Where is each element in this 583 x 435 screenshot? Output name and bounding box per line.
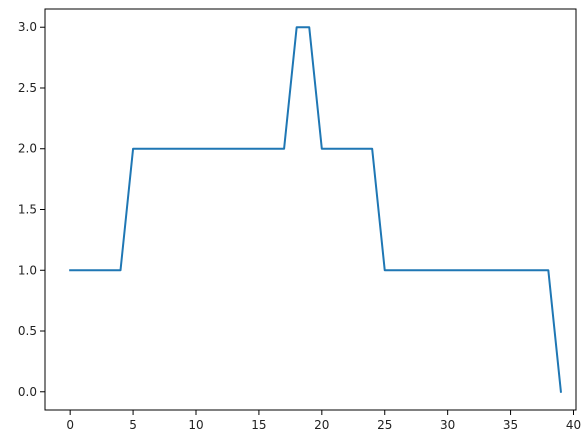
y-tick-label: 0.5 — [18, 324, 37, 338]
x-tick-label: 40 — [566, 418, 581, 432]
y-tick-label: 2.5 — [18, 81, 37, 95]
x-tick-label: 5 — [129, 418, 137, 432]
axes-border — [44, 8, 577, 411]
x-tick-label: 20 — [314, 418, 329, 432]
x-tick-label: 35 — [503, 418, 518, 432]
series-layer — [69, 26, 562, 393]
x-tick-label: 0 — [66, 418, 74, 432]
x-axis-ticks: 0 5 10 15 20 25 30 35 40 — [66, 410, 581, 432]
y-tick-label: 3.0 — [18, 20, 37, 34]
axes-frame — [44, 8, 577, 411]
x-tick-label: 10 — [188, 418, 203, 432]
x-tick-label: 30 — [440, 418, 455, 432]
y-tick-label: 1.5 — [18, 203, 37, 217]
series-line-0 — [69, 26, 562, 393]
y-tick-label: 2.0 — [18, 142, 37, 156]
x-tick-label: 15 — [251, 418, 266, 432]
y-tick-label: 1.0 — [18, 263, 37, 277]
x-tick-label: 25 — [377, 418, 392, 432]
y-tick-label: 0.0 — [18, 385, 37, 399]
y-axis-ticks: 0.0 0.5 1.0 1.5 2.0 2.5 3.0 — [18, 20, 45, 399]
